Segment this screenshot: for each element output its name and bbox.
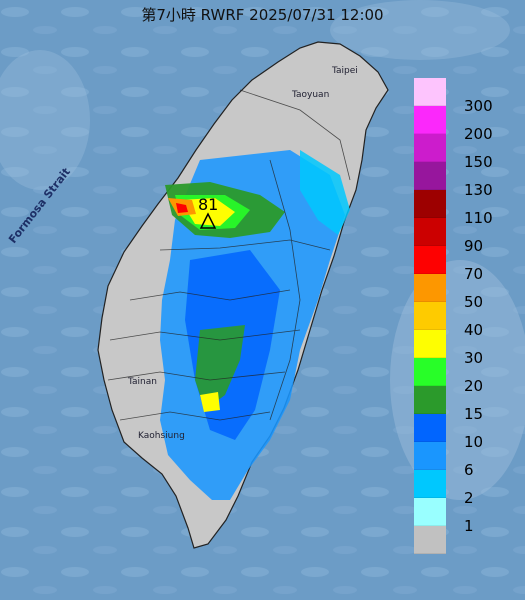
rain-zone-cyan [300,150,350,235]
legend-swatch [414,358,446,386]
legend-swatch [414,302,446,330]
rain-zone-green-south [195,325,245,410]
legend-swatch [414,190,446,218]
county-boundaries [107,89,351,421]
legend-swatch [414,78,446,106]
legend-swatch [414,134,446,162]
legend-swatch [414,246,446,274]
legend-label: 20 [464,377,484,395]
legend-swatch [414,162,446,190]
legend-label: 150 [464,153,493,171]
city-label-taoyuan: Taoyuan [291,90,329,100]
legend-swatch [414,106,446,134]
map-title: 第7小時 RWRF 2025/07/31 12:00 [141,6,384,24]
legend-label: 2 [464,489,474,507]
cloud-patch [0,50,90,190]
legend-label: 200 [464,125,493,143]
legend-label: 10 [464,433,484,451]
rain-zone-yellow [180,198,235,226]
legend-swatch [414,442,446,470]
legend-swatch [414,218,446,246]
legend-label: 70 [464,265,484,283]
rain-zone-yellow-south [200,392,220,412]
legend-label: 50 [464,293,484,311]
city-label-tainan: Tainan [127,377,157,387]
legend-label: 40 [464,321,484,339]
legend-swatch [414,330,446,358]
legend-label: 300 [464,97,493,115]
legend-swatch [414,386,446,414]
city-label-taipei: Taipei [331,66,358,76]
cloud-patch [330,0,510,60]
max-value-label: 81 [198,195,218,214]
legend-label: 130 [464,181,493,199]
rain-zone-red [176,203,188,213]
legend-label: 30 [464,349,484,367]
legend-swatch [414,526,446,554]
legend-label: 110 [464,209,493,227]
legend-swatch [414,470,446,498]
city-label-kaohsiung: Kaohsiung [138,431,185,441]
cloud-patch [390,260,525,500]
legend-label: 1 [464,517,474,535]
legend-label: 15 [464,405,484,423]
legend-label: 90 [464,237,484,255]
legend-swatch [414,274,446,302]
legend-swatch [414,414,446,442]
legend-label: 6 [464,461,474,479]
legend-swatch [414,498,446,526]
triangle-marker-icon [199,212,217,229]
